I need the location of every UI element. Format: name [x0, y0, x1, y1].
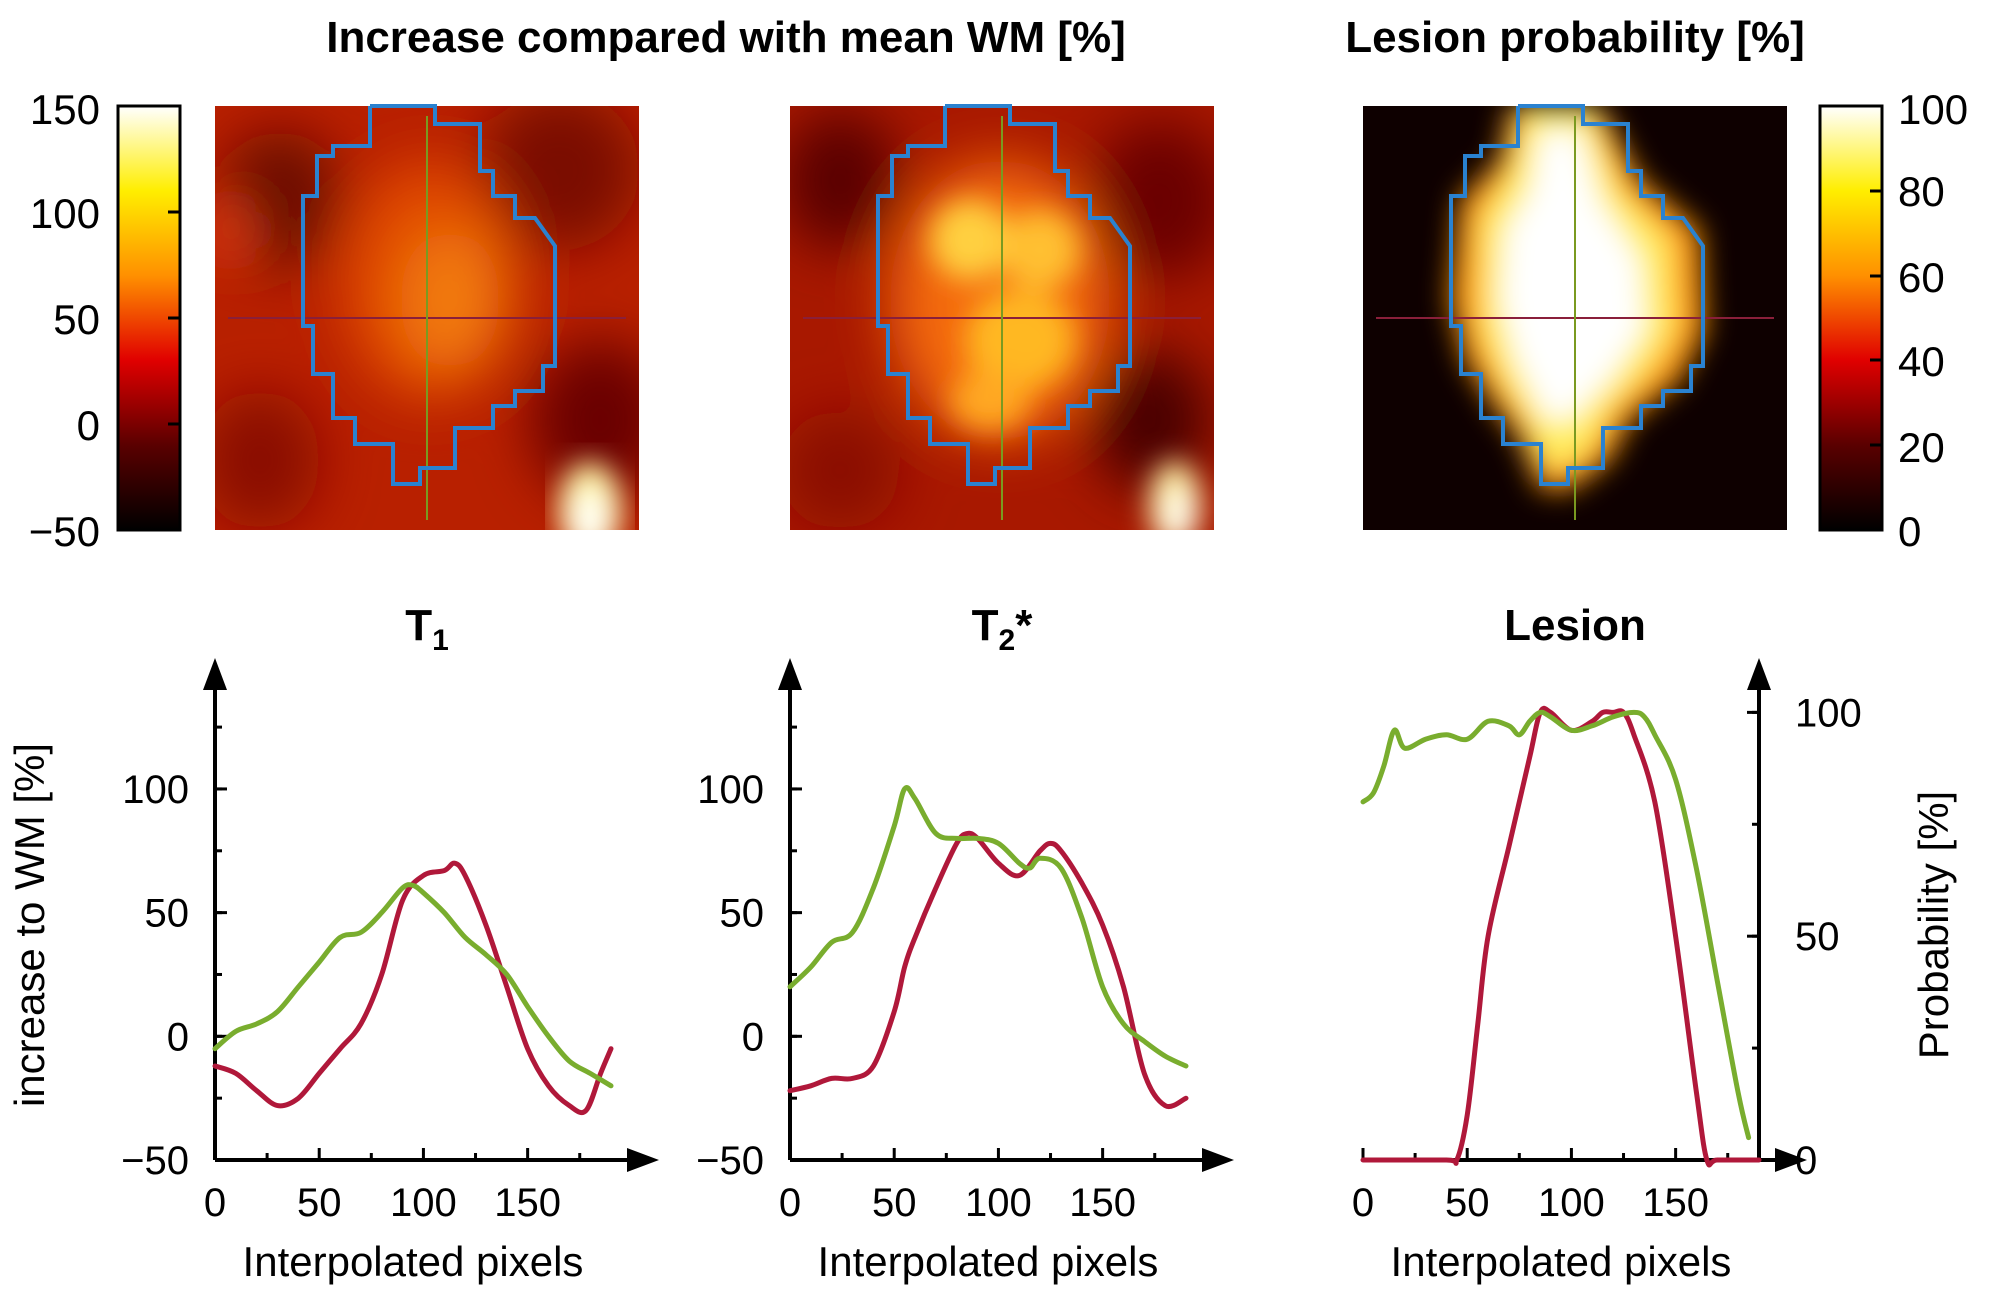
- x-tick-label: 50: [872, 1181, 917, 1225]
- cbar-left-tick-50: 50: [53, 296, 100, 343]
- x-tick-label: 100: [1538, 1181, 1605, 1225]
- y-axis-arrow: [1747, 658, 1771, 690]
- x-tick-label: 150: [1642, 1181, 1709, 1225]
- x-tick-label: 150: [494, 1181, 561, 1225]
- title-lesion-probability: Lesion probability [%]: [1345, 13, 1805, 62]
- y-tick-label: 0: [742, 1015, 764, 1059]
- y-tick-label: 100: [122, 768, 189, 812]
- series-line-red: [1360, 705, 1762, 1168]
- y-tick-label: 0: [167, 1015, 189, 1059]
- crosshair-t2star: [803, 116, 1201, 520]
- heatmap-t2star: [790, 106, 1214, 530]
- x-axis-label: Interpolated pixels: [818, 1238, 1159, 1285]
- x-axis-label: Interpolated pixels: [1391, 1238, 1732, 1285]
- colorbar-right: 100 80 60 40 20 0: [1818, 86, 1968, 555]
- cbar-right-tick-20: 20: [1898, 424, 1945, 471]
- crosshair-t1: [228, 116, 626, 520]
- y-tick-label: −50: [121, 1139, 189, 1183]
- x-tick-label: 100: [390, 1181, 457, 1225]
- series-line-green: [1360, 709, 1752, 1141]
- y-tick-label: 100: [1795, 691, 1862, 735]
- series-line-green: [787, 785, 1189, 1069]
- roi-outline-t1: [301, 104, 557, 486]
- x-axis-label: Interpolated pixels: [243, 1238, 584, 1285]
- y-tick-label: 50: [1795, 915, 1840, 959]
- cbar-left-tick-minus50: −50: [29, 508, 100, 555]
- line-chart-2: 0 50 100 150 100 50 0 −50 Interpolated pixels: [696, 658, 1234, 1285]
- crosshair-lesion: [1376, 116, 1774, 520]
- heatmap-t1: [215, 106, 639, 530]
- line-chart-3: 0 50 100 150 100 50 0 Interpolated pixels Probab…: [1352, 658, 1957, 1285]
- title-t2star: T2*: [972, 601, 1034, 657]
- x-tick-label: 50: [1445, 1181, 1490, 1225]
- y-tick-label: 0: [1795, 1139, 1817, 1183]
- cbar-left-tick-0: 0: [77, 402, 100, 449]
- x-axis-arrow: [627, 1148, 659, 1172]
- y-axis-label: increase to WM [%]: [6, 743, 53, 1107]
- cbar-right-tick-40: 40: [1898, 338, 1945, 385]
- cbar-right-tick-100: 100: [1898, 86, 1968, 133]
- line-chart-1: 0 50 100 150 100 50 0 −50 Interpolated pixels inc…: [6, 658, 659, 1285]
- x-axis-arrow: [1775, 1148, 1807, 1172]
- y-tick-label: 50: [720, 892, 765, 936]
- roi-outline-t2star: [876, 104, 1132, 486]
- x-tick-label: 0: [779, 1181, 801, 1225]
- series-line-red: [212, 860, 614, 1116]
- y-tick-label: 100: [697, 768, 764, 812]
- x-tick-label: 100: [965, 1181, 1032, 1225]
- x-tick-label: 0: [1352, 1181, 1374, 1225]
- series-line-green: [212, 882, 614, 1089]
- x-tick-label: 0: [204, 1181, 226, 1225]
- cbar-right-tick-0: 0: [1898, 508, 1921, 555]
- cbar-left-tick-150: 150: [30, 86, 100, 133]
- x-tick-label: 50: [297, 1181, 342, 1225]
- series-line-red: [787, 830, 1189, 1110]
- y-axis-arrow: [203, 658, 227, 690]
- x-tick-label: 150: [1069, 1181, 1136, 1225]
- title-increase: Increase compared with mean WM [%]: [326, 13, 1126, 62]
- cbar-right-tick-80: 80: [1898, 168, 1945, 215]
- cbar-left-tick-100: 100: [30, 190, 100, 237]
- title-lesion: Lesion: [1504, 601, 1646, 650]
- y-tick-label: 50: [145, 892, 190, 936]
- roi-outline-lesion: [1449, 104, 1705, 486]
- title-t1: T1: [405, 601, 449, 657]
- y-tick-label: −50: [696, 1139, 764, 1183]
- y-axis-arrow: [778, 658, 802, 690]
- colorbar-left: 150 100 50 0 −50: [29, 86, 182, 555]
- y-axis-label: Probability [%]: [1910, 791, 1957, 1059]
- x-axis-arrow: [1202, 1148, 1234, 1172]
- cbar-right-tick-60: 60: [1898, 254, 1945, 301]
